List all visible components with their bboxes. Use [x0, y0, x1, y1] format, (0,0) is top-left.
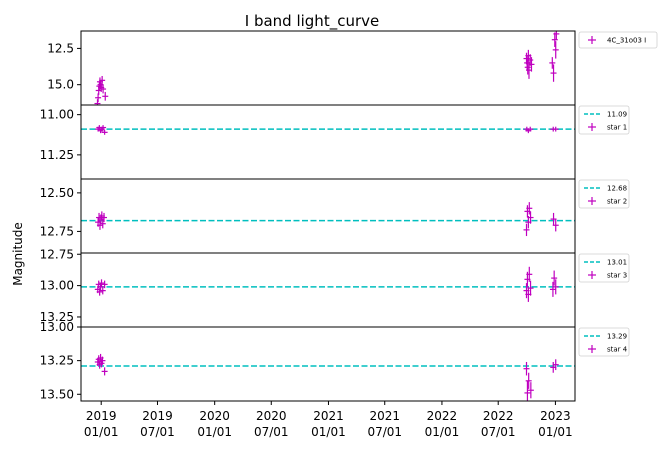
legend-label: 13.29: [607, 333, 627, 341]
data-point: [523, 223, 530, 237]
data-point: [552, 41, 559, 59]
panel-5: 13.00 13.25 13.50: [40, 320, 576, 405]
data-point: [94, 99, 101, 105]
data-point: [99, 286, 106, 295]
panel-frame: [80, 178, 576, 254]
y-tick-label: 13.25: [40, 354, 74, 368]
legends-group: 4C_31o03 I 11.09 star 1 12.68 star 2 13.01 sta…: [578, 31, 658, 357]
x-tick-label: 2021 01/01: [311, 409, 346, 439]
data-point: [526, 202, 533, 215]
x-tick-label: 2019 01/01: [84, 409, 119, 439]
x-tick-label: 2020 07/01: [254, 409, 289, 439]
x-tick-label: 2023 01/01: [538, 409, 573, 439]
y-tick-label: 15.0: [47, 78, 74, 92]
x-axis: 2019 01/01 2019 07/01 2020 01/01 2020 07/01 2021…: [84, 409, 573, 439]
x-tick-label: 2022 01/01: [425, 409, 460, 439]
data-point: [99, 75, 106, 85]
panels-group: 12.515.011.0011.2512.5012.7512.7513.0013…: [40, 30, 576, 405]
data-point: [527, 126, 534, 132]
legend-box: [578, 31, 658, 49]
y-axis-label: Magnitude: [11, 222, 25, 286]
legend-5: 13.29 star 4: [578, 327, 630, 357]
data-point: [552, 219, 559, 232]
data-points: [94, 31, 560, 105]
data-point: [100, 84, 107, 94]
data-point: [527, 382, 534, 399]
data-point: [102, 91, 109, 101]
data-point: [96, 220, 103, 230]
data-point: [101, 212, 108, 223]
legend-4: 13.01 star 3: [578, 253, 630, 283]
data-point: [553, 31, 560, 40]
legend-label: star 1: [607, 124, 627, 132]
y-tick-label: 12.50: [40, 186, 74, 200]
y-tick-label: 12.5: [47, 41, 74, 55]
legend-3: 12.68 star 2: [578, 179, 630, 209]
y-tick-label: 13.25: [40, 310, 74, 324]
data-points: [94, 266, 559, 302]
data-point: [98, 279, 105, 287]
data-point: [552, 279, 559, 295]
y-tick-label: 12.75: [40, 224, 74, 238]
data-points: [95, 125, 559, 135]
data-point: [96, 288, 103, 296]
data-point: [101, 280, 108, 289]
panel-3: 12.50 12.75: [40, 178, 576, 254]
data-point: [551, 270, 558, 286]
legend-label: 12.68: [607, 185, 627, 193]
data-point: [549, 281, 556, 297]
data-point: [526, 266, 533, 282]
x-tick-label: 2020 01/01: [197, 409, 232, 439]
panel-frame: [80, 104, 576, 180]
data-point: [528, 57, 535, 72]
legend-2: 11.09 star 1: [578, 105, 630, 135]
data-points: [94, 353, 559, 401]
y-tick-label: 12.75: [40, 247, 74, 261]
y-tick-label: 11.00: [40, 108, 74, 122]
data-point: [524, 60, 531, 75]
data-point: [100, 125, 107, 130]
data-point: [552, 126, 559, 132]
panel-4: 12.75 13.00 13.25: [40, 247, 576, 328]
panel-1: 12.5 15.0: [47, 30, 576, 106]
legend-label: star 3: [607, 272, 627, 280]
legend-label: 11.09: [607, 111, 627, 119]
panel-frame: [80, 30, 576, 106]
data-point: [552, 359, 559, 371]
data-point: [549, 57, 556, 69]
y-tick-label: 13.00: [40, 279, 74, 293]
data-point: [99, 219, 106, 229]
data-points: [95, 202, 559, 237]
y-tick-label: 13.00: [40, 320, 74, 334]
x-tick-label: 2022 07/01: [481, 409, 516, 439]
data-point: [101, 129, 108, 135]
legend-label: 13.01: [607, 259, 627, 267]
data-point: [525, 372, 532, 389]
legend-label: star 4: [607, 346, 628, 354]
data-point: [523, 361, 530, 376]
data-point: [101, 367, 108, 376]
y-tick-label: 13.50: [40, 387, 74, 401]
data-point: [524, 380, 531, 401]
chart-title: I band light_curve: [245, 12, 379, 31]
x-tick-label: 2021 07/01: [367, 409, 402, 439]
panel-2: 11.00 11.25: [40, 104, 576, 180]
legend-label: 4C_31o03 I: [607, 37, 646, 45]
data-point: [550, 64, 557, 82]
data-point: [95, 93, 102, 103]
legend-label: star 2: [607, 198, 627, 206]
data-point: [527, 280, 534, 296]
data-point: [99, 356, 106, 365]
x-tick-label: 2019 07/01: [140, 409, 175, 439]
panel-frame: [80, 326, 576, 402]
data-point: [527, 211, 534, 224]
legend-1: 4C_31o03 I: [578, 31, 658, 49]
y-tick-label: 11.25: [40, 148, 74, 162]
panel-frame: [80, 252, 576, 328]
